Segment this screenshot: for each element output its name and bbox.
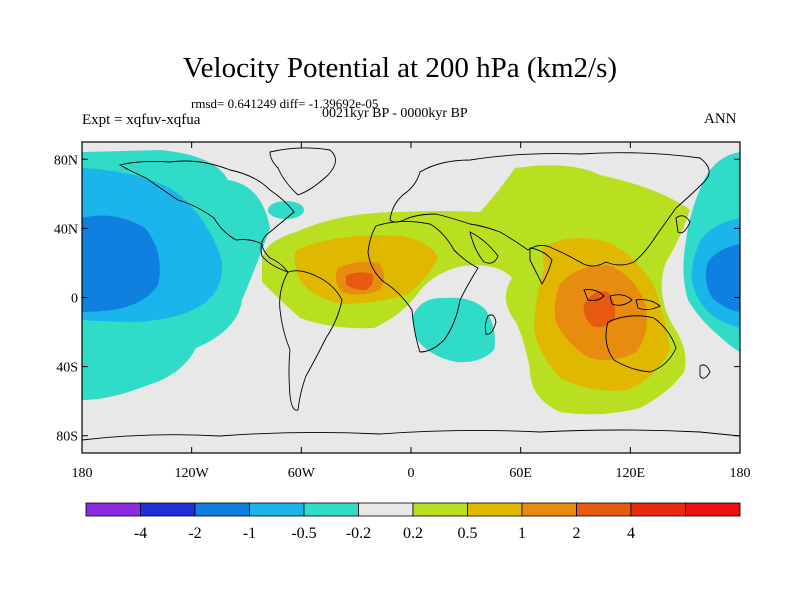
period-label: 0021kyr BP - 0000kyr BP	[322, 106, 468, 121]
south-america-coast	[279, 270, 343, 411]
greenland-coast	[269, 147, 336, 196]
coastlines	[82, 147, 740, 441]
india-coast	[529, 247, 553, 285]
colorbar-swatch	[467, 502, 523, 517]
positive-2-region-atlantic	[346, 272, 374, 290]
east-neg-1-region	[705, 244, 740, 312]
colorbar-label: 4	[627, 525, 635, 542]
madagascar-coast	[484, 314, 497, 335]
caribbean-neg-region	[268, 201, 304, 219]
colorbar-label: 2	[573, 525, 581, 542]
colorbar-label: 0.5	[458, 525, 478, 542]
africa-coast	[367, 221, 479, 353]
experiment-label: Expt = xqfuv-xqfua	[82, 112, 201, 128]
x-tick-label: 180	[730, 466, 751, 481]
colorbar-swatch	[412, 502, 468, 517]
y-tick-label: 0	[71, 292, 78, 307]
colorbar-swatch	[576, 502, 632, 517]
contour-field	[82, 142, 740, 453]
x-tick-label: 120E	[616, 466, 646, 481]
africa-neg-02-region	[412, 297, 495, 363]
colorbar: -4 -2 -1 -0.5 -0.2 0.2 0.5 1 2 4	[85, 502, 741, 542]
x-tick-label: 60W	[288, 466, 316, 481]
new-zealand-coast	[699, 364, 711, 379]
australia-coast	[605, 315, 677, 373]
season-label: ANN	[704, 111, 737, 127]
colorbar-swatch	[358, 502, 414, 517]
colorbar-swatch	[630, 502, 686, 517]
y-tick-label: 80N	[54, 153, 78, 168]
longitude-axis: 180 120W 60W 0 60E 120E 180	[72, 142, 751, 481]
latitude-axis: 80N 40N 0 40S 80S	[54, 153, 740, 445]
x-tick-label: 120W	[175, 466, 210, 481]
rmsd-stats: rmsd= 0.641249 diff= -1.39692e-05	[191, 96, 379, 111]
plot-title: Velocity Potential at 200 hPa (km2/s)	[182, 52, 618, 84]
colorbar-label: 0.2	[403, 525, 423, 542]
y-tick-label: 40S	[56, 361, 78, 376]
antarctica-coast	[82, 429, 740, 441]
colorbar-swatch	[685, 502, 741, 517]
arabia-coast	[469, 231, 499, 264]
x-tick-label: 0	[408, 466, 415, 481]
x-tick-label: 60E	[509, 466, 532, 481]
pacific-neg-1-region	[82, 215, 160, 312]
x-tick-label: 180	[72, 466, 93, 481]
colorbar-swatch	[85, 502, 141, 517]
y-tick-label: 40N	[54, 222, 78, 237]
colorbar-swatch	[303, 502, 359, 517]
colorbar-swatch	[521, 502, 577, 517]
colorbar-label: -0.2	[346, 525, 371, 542]
colorbar-label: -4	[134, 525, 147, 542]
colorbar-swatch	[140, 502, 196, 517]
colorbar-label: 1	[518, 525, 526, 542]
y-tick-label: 80S	[56, 430, 78, 445]
maritime-continent-coast	[583, 289, 661, 311]
japan-coast	[675, 215, 691, 234]
colorbar-swatch	[249, 502, 305, 517]
colorbar-label: -0.5	[291, 525, 316, 542]
colorbar-label: -2	[188, 525, 201, 542]
colorbar-swatch	[194, 502, 250, 517]
eurasia-coast	[389, 152, 710, 267]
colorbar-label: -1	[243, 525, 256, 542]
